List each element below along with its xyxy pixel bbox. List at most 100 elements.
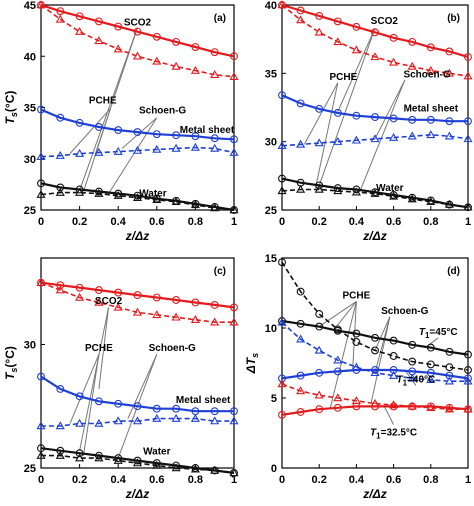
annotation: Schoen-G (139, 106, 186, 117)
data-point (389, 336, 398, 345)
data-point (55, 421, 65, 430)
data-point (444, 199, 454, 208)
annotation: Water (376, 183, 404, 194)
y-tick-label: 35 (265, 68, 277, 80)
data-point (229, 72, 239, 80)
data-point (389, 57, 399, 66)
series-line (281, 133, 469, 147)
data-point (407, 401, 417, 410)
data-point (315, 310, 324, 318)
y-tick-label: 30 (265, 137, 277, 149)
data-point (351, 187, 361, 196)
annotation: PCHE (85, 343, 113, 354)
data-point (407, 194, 417, 203)
data-point (351, 135, 361, 144)
annotation: Metal sheet (404, 104, 459, 115)
x-tick-label: 1 (465, 474, 471, 486)
data-point (114, 126, 123, 135)
leader-line (333, 301, 357, 330)
x-tick-label: 1 (465, 216, 471, 228)
data-point (445, 47, 454, 56)
y-tick-label: 10 (265, 323, 277, 335)
series-blue-solid (278, 91, 472, 126)
data-point (370, 188, 380, 197)
data-point (75, 283, 84, 292)
data-point (152, 130, 161, 139)
data-point (296, 386, 306, 395)
data-point (333, 109, 342, 117)
series-line (41, 454, 235, 474)
panel-label: (c) (214, 266, 226, 277)
data-point (75, 118, 84, 127)
data-point (333, 37, 343, 46)
x-tick-label: 0 (38, 216, 44, 228)
y-tick-label: 5 (271, 393, 277, 405)
data-point (370, 398, 380, 407)
x-tick-label: 0.8 (423, 474, 438, 486)
data-point (94, 286, 103, 295)
data-point (445, 371, 454, 380)
data-point (333, 325, 342, 334)
data-point (210, 300, 219, 309)
annotation: PCHE (329, 72, 357, 83)
data-point (333, 403, 342, 412)
data-point (36, 0, 46, 9)
data-point (445, 363, 454, 372)
data-point (463, 202, 473, 211)
data-point (210, 134, 219, 143)
data-point (75, 148, 85, 157)
data-point (55, 150, 65, 159)
annotation-sub: 1 (425, 331, 430, 340)
data-point (132, 416, 143, 425)
annotation: SCO2 (124, 17, 152, 28)
y-tick-label: 35 (24, 103, 36, 115)
panel-label: (b) (447, 13, 460, 24)
x-tick-label: 0.4 (111, 474, 127, 486)
data-point (408, 340, 417, 349)
x-tick-label: 0.4 (349, 474, 365, 486)
data-point (210, 317, 220, 326)
x-tick-label: 0.4 (111, 216, 127, 228)
panel-label: (a) (214, 13, 226, 24)
series-line (40, 281, 235, 309)
data-point (75, 12, 84, 21)
series-red-dashed (36, 277, 239, 326)
series-blue-solid (37, 372, 238, 416)
series-blue-solid (37, 105, 238, 144)
data-point (56, 446, 65, 455)
data-point (37, 179, 45, 188)
series-red-solid (37, 278, 238, 312)
y-tick-label: 25 (24, 463, 36, 475)
panel-b: 0 0.2 0.4 0.6 0.8 1 25 30 35 40 z/Δz (b) SCO2 PCHE Sch… (265, 0, 473, 243)
x-tick-label: 0.8 (188, 216, 203, 228)
annotation-rest: =40°C (407, 374, 435, 385)
data-point (370, 134, 380, 143)
series-line (40, 3, 235, 58)
data-point (191, 298, 200, 307)
panel-c: 0 0.2 0.4 0.6 0.8 1 25 30 z/Δz Ts(°C) (c) SCO2 PCHE S… (3, 257, 239, 501)
data-point (426, 130, 436, 139)
data-point (55, 187, 65, 196)
data-point (389, 191, 398, 199)
leader-line (383, 406, 395, 425)
panel-a-frame (40, 4, 235, 211)
data-point (56, 384, 65, 393)
data-point (444, 68, 454, 77)
data-point (278, 258, 286, 267)
data-point (171, 312, 181, 321)
data-point (36, 151, 46, 160)
data-point (314, 184, 324, 193)
series-blue-dashed (277, 317, 473, 385)
y-axis-label: Ts(°C) (3, 346, 19, 380)
data-point (407, 373, 417, 382)
data-point (94, 451, 103, 460)
data-point (191, 43, 200, 51)
leader-line (352, 301, 357, 371)
y-axis-label-unit: (°C) (3, 346, 17, 367)
data-point (370, 368, 380, 377)
panel-d-frame (281, 257, 469, 469)
annotation: PCHE (343, 290, 371, 301)
data-point (407, 131, 417, 140)
data-point (389, 366, 398, 374)
